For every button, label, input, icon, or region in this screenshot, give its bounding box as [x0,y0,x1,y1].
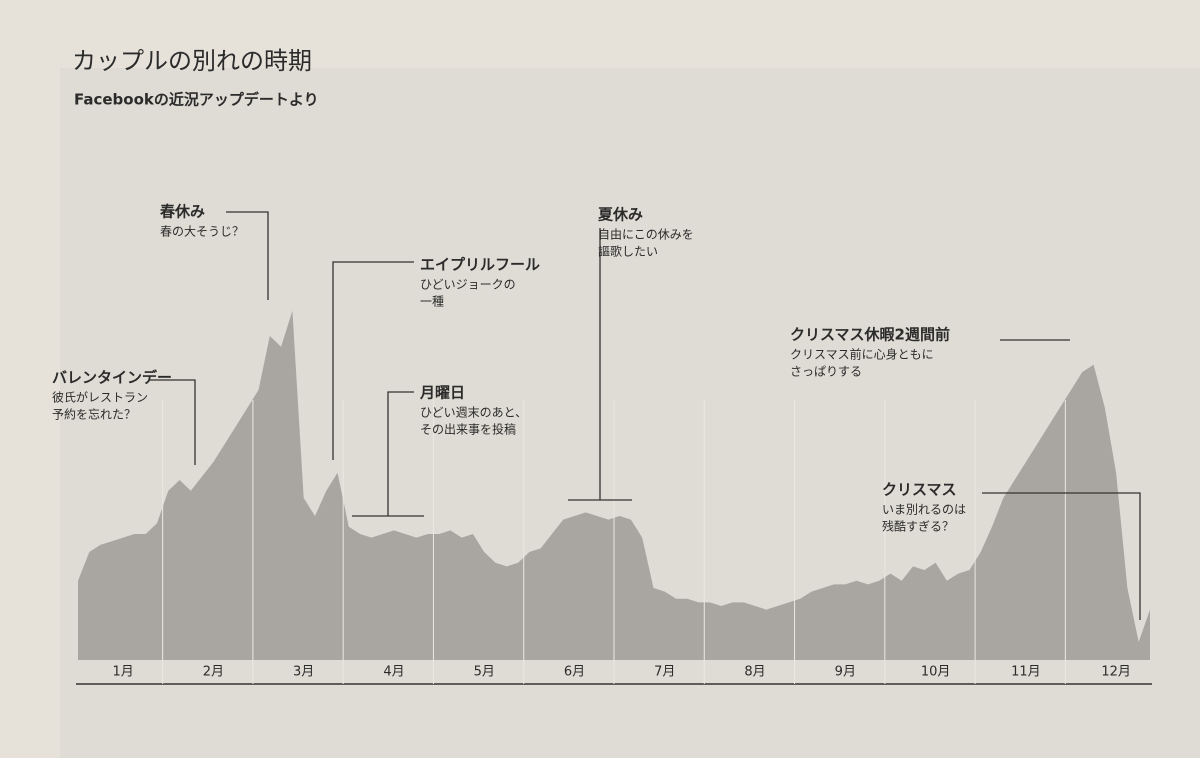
annotation-text: その出来事を投稿 [420,422,516,437]
x-tick-label: 8月 [744,665,765,680]
annotation-text: 謳歌したい [598,244,658,259]
leader-line [332,261,414,460]
annotation-text: さっぱりする [790,365,862,379]
annotation-text: 自由にこの休みを [598,228,694,242]
chart-title: カップルの別れの時期 [72,47,312,75]
annotation-text: いま別れるのは [882,503,966,517]
annotation-text: クリスマス前に心身ともに [790,347,934,362]
x-tick-label: 12月 [1101,665,1131,680]
x-tick-label: 7月 [654,665,675,680]
area [78,310,1150,660]
x-tick-label: 3月 [293,665,314,680]
leader-line [568,228,632,501]
annotation-title: バレンタインデー [52,369,172,387]
annotation-title: クリスマス休暇2週間前 [790,326,950,344]
leader-line [352,391,424,517]
annotation-text: ひどいジョークの [420,278,516,292]
annotation-title: エイプリルフール [420,256,540,274]
leader-line [226,211,269,300]
x-tick-label: 1月 [112,665,133,680]
annotation-text: 春の大そうじ？ [160,225,244,239]
chart-subtitle: Facebookの近況アップデートより [74,91,319,109]
annotation-title: 月曜日 [419,384,465,402]
x-tick-label: 10月 [921,665,951,680]
annotation-text: 予約を忘れた？ [52,407,136,422]
annotation-text: 残酷すぎる？ [882,520,954,534]
x-tick-label: 4月 [383,665,404,680]
x-tick-label: 5月 [474,665,495,680]
annotation-title: クリスマス [882,481,957,499]
annotation-title: 春休み [160,203,205,221]
x-tick-label: 2月 [203,665,224,680]
annotation-text: 彼氏がレストラン [52,390,148,405]
annotation-text: ひどい週末のあと、 [420,406,527,420]
annotation-text: 一種 [420,295,444,309]
x-tick-label: 6月 [564,665,585,680]
annotation-title: 夏休み [597,206,643,224]
leader-line [982,492,1141,620]
leader-line [150,379,196,465]
x-tick-label: 9月 [835,665,856,680]
x-tick-label: 11月 [1011,665,1041,680]
